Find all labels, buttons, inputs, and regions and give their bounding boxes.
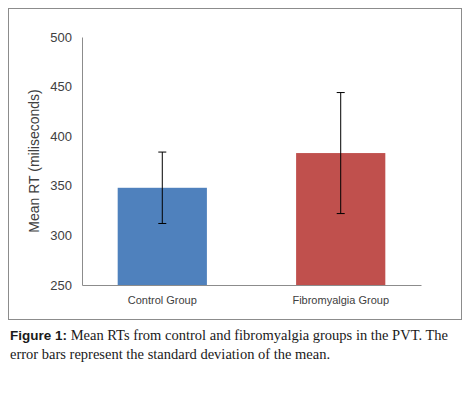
y-tick-label: 300 — [50, 228, 72, 243]
x-tick: Control Group — [128, 285, 197, 306]
error-bar-cap — [158, 223, 166, 224]
caption: Figure 1: Mean RTs from control and fibr… — [10, 326, 460, 364]
y-tick: 350 — [50, 178, 82, 193]
y-axis-line — [82, 38, 83, 286]
y-axis: 250 300 350 400 450 500 — [50, 30, 82, 293]
error-bar-cap — [337, 92, 345, 93]
x-axis: Control Group Fibromyalgia Group — [83, 285, 422, 306]
y-tick: 250 — [50, 278, 82, 293]
y-tick: 500 — [50, 30, 82, 45]
x-axis-line — [83, 285, 422, 286]
x-tick: Fibromyalgia Group — [292, 285, 389, 306]
y-tick-label: 450 — [50, 79, 72, 94]
x-tick-label: Fibromyalgia Group — [292, 294, 389, 306]
chart-frame — [9, 9, 462, 320]
error-bar — [158, 152, 166, 223]
error-bar-cap — [158, 152, 166, 153]
error-bar-line — [162, 152, 163, 223]
chart: 250 300 350 400 450 500 Control Group Fibromyal… — [0, 0, 471, 400]
y-tick: 400 — [50, 129, 82, 144]
y-tick: 450 — [50, 79, 82, 94]
y-tick-label: 250 — [50, 278, 72, 293]
caption-label: Figure 1: — [10, 328, 67, 343]
y-tick-label: 350 — [50, 178, 72, 193]
plot-area — [118, 93, 386, 285]
space — [67, 327, 71, 343]
caption-text: Mean RTs from control and fibromyalgia g… — [10, 327, 448, 362]
x-tick-label: Control Group — [128, 294, 197, 306]
y-tick-label: 500 — [50, 30, 72, 45]
error-bar-line — [340, 93, 341, 214]
y-tick-label: 400 — [50, 129, 72, 144]
error-bar — [337, 93, 345, 214]
y-tick: 300 — [50, 228, 82, 243]
y-axis-title: Mean RT (miliseconds) — [26, 89, 42, 232]
error-bar-cap — [337, 213, 345, 214]
